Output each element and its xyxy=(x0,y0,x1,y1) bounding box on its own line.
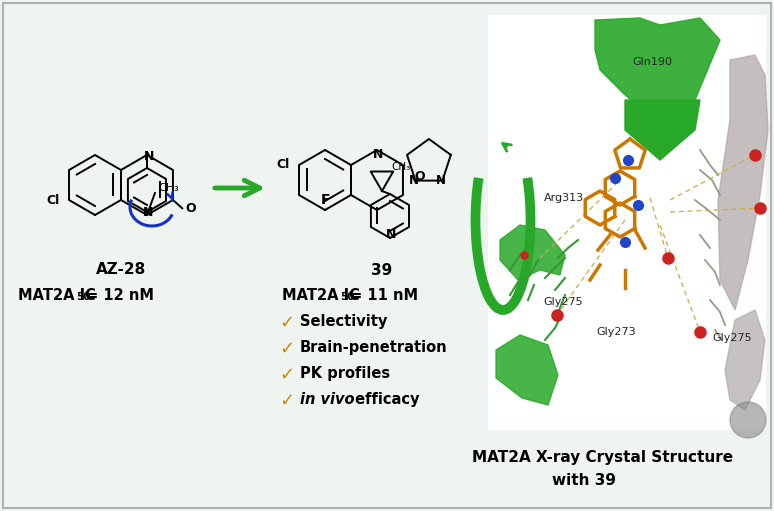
Text: = 11 nM: = 11 nM xyxy=(345,288,418,303)
Text: N: N xyxy=(385,227,396,241)
Bar xyxy=(488,15,766,430)
Text: Selectivity: Selectivity xyxy=(300,314,387,329)
Text: O: O xyxy=(185,202,196,215)
Text: MAT2A IC: MAT2A IC xyxy=(282,288,360,303)
Text: Arg313: Arg313 xyxy=(544,193,584,203)
Polygon shape xyxy=(718,55,768,310)
Polygon shape xyxy=(496,335,558,405)
Text: N: N xyxy=(142,205,153,219)
Text: MAT2A X-ray Crystal Structure: MAT2A X-ray Crystal Structure xyxy=(472,450,733,465)
Text: Gly275: Gly275 xyxy=(712,333,752,343)
Polygon shape xyxy=(595,18,720,130)
Text: ✓: ✓ xyxy=(279,314,295,332)
Text: F: F xyxy=(321,193,330,207)
Text: Cl: Cl xyxy=(276,158,289,172)
Text: N: N xyxy=(436,174,446,187)
Text: 50: 50 xyxy=(340,292,354,302)
Text: N: N xyxy=(373,148,383,160)
Text: O: O xyxy=(415,171,425,183)
Polygon shape xyxy=(625,100,700,160)
Text: Gly275: Gly275 xyxy=(543,297,583,307)
Text: ✓: ✓ xyxy=(279,366,295,384)
Text: N: N xyxy=(409,174,419,187)
Text: CH₃: CH₃ xyxy=(392,161,411,172)
Text: Gln190: Gln190 xyxy=(632,57,672,67)
Text: PK profiles: PK profiles xyxy=(300,366,390,381)
Text: efficacy: efficacy xyxy=(350,392,420,407)
Text: CH₃: CH₃ xyxy=(158,183,179,193)
Text: in vivo: in vivo xyxy=(300,392,354,407)
Polygon shape xyxy=(500,225,565,280)
Polygon shape xyxy=(725,310,765,410)
Text: MAT2A IC: MAT2A IC xyxy=(18,288,96,303)
Text: 39: 39 xyxy=(372,263,392,278)
Text: Cl: Cl xyxy=(46,194,60,206)
Text: 50: 50 xyxy=(76,292,91,302)
Circle shape xyxy=(730,402,766,438)
Text: N: N xyxy=(144,151,154,164)
Text: Gly273: Gly273 xyxy=(596,327,635,337)
Text: AZ-28: AZ-28 xyxy=(96,262,146,277)
Text: with 39: with 39 xyxy=(552,473,616,488)
Text: Brain-penetration: Brain-penetration xyxy=(300,340,447,355)
Text: = 12 nM: = 12 nM xyxy=(81,288,154,303)
Text: ✓: ✓ xyxy=(279,392,295,410)
Text: ✓: ✓ xyxy=(279,340,295,358)
